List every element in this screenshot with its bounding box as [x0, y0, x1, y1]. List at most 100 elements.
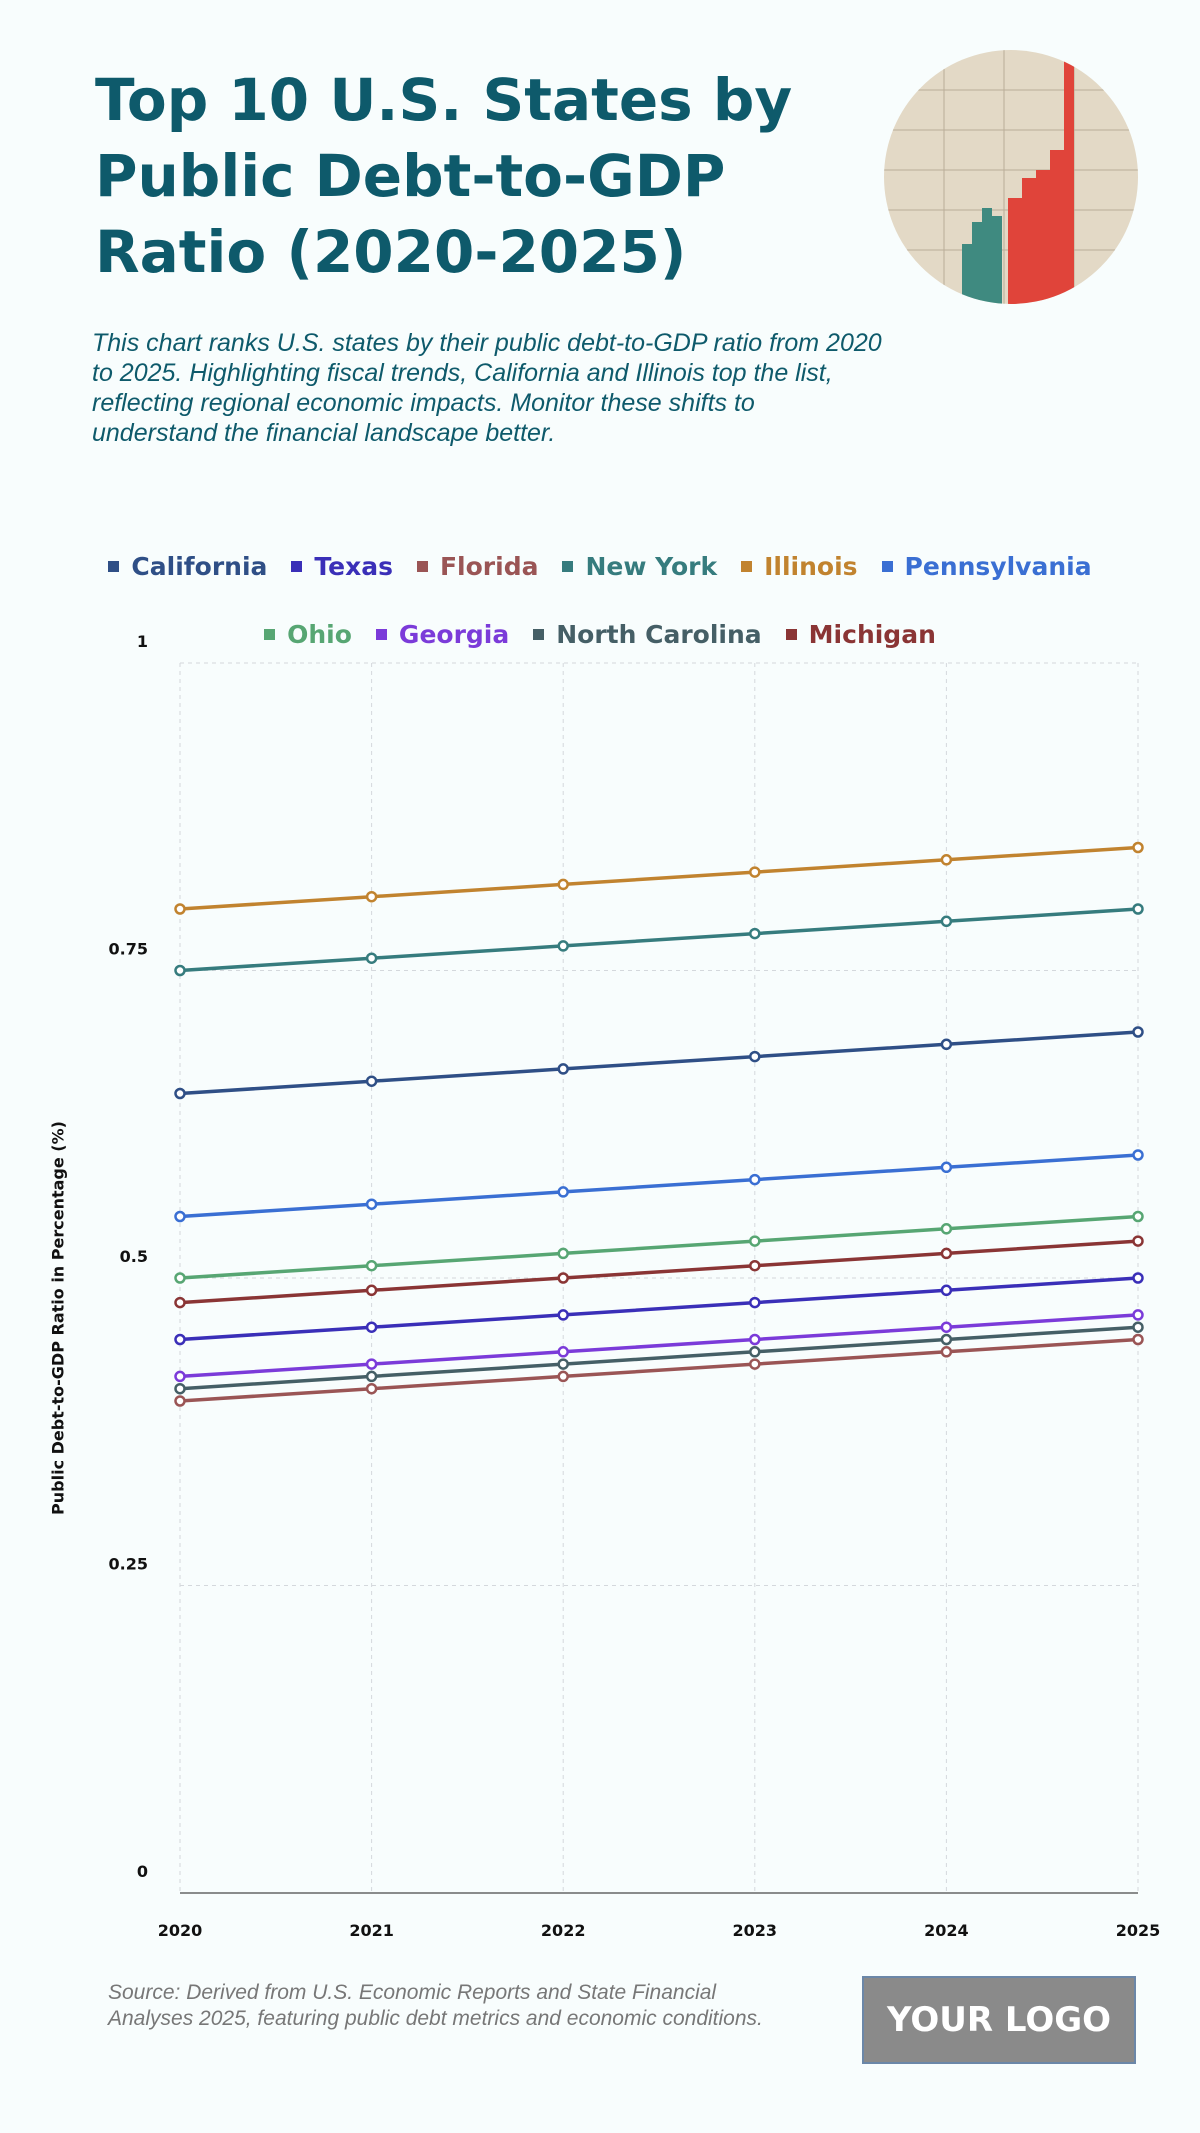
- legend-item-california[interactable]: California: [108, 552, 267, 581]
- data-point[interactable]: [557, 1186, 569, 1198]
- data-point[interactable]: [749, 866, 761, 878]
- chart-axes: 0 0.25 0.5 0.75 1 2020 2021 2022 2023 2024 2025: [109, 632, 1161, 1940]
- x-tick-label: 2020: [158, 1921, 203, 1940]
- data-point[interactable]: [940, 1161, 953, 1174]
- legend-swatch: [108, 561, 120, 572]
- legend-item-north-carolina[interactable]: North Carolina: [533, 620, 762, 649]
- data-point[interactable]: [174, 1382, 186, 1395]
- data-point[interactable]: [174, 1296, 186, 1309]
- legend-item-ohio[interactable]: Ohio: [264, 620, 352, 649]
- legend-item-florida[interactable]: Florida: [416, 552, 538, 581]
- x-tick-label: 2022: [541, 1921, 586, 1940]
- legend-label: California: [131, 552, 268, 581]
- legend-swatch: [291, 561, 303, 572]
- data-point[interactable]: [174, 1333, 186, 1346]
- legend-label: North Carolina: [556, 620, 762, 649]
- data-point[interactable]: [1132, 1309, 1144, 1321]
- y-tick-label: 0.25: [109, 1555, 148, 1574]
- data-point[interactable]: [557, 1309, 569, 1321]
- data-point[interactable]: [365, 1358, 378, 1370]
- legend-item-texas[interactable]: Texas: [291, 552, 393, 581]
- data-point[interactable]: [749, 1346, 761, 1358]
- data-point[interactable]: [174, 903, 186, 915]
- data-point[interactable]: [749, 1235, 761, 1247]
- data-point[interactable]: [557, 940, 569, 952]
- legend-item-pennsylvania[interactable]: Pennsylvania: [881, 552, 1092, 581]
- data-point[interactable]: [174, 1087, 186, 1100]
- data-point[interactable]: [1132, 1235, 1144, 1247]
- data-point[interactable]: [365, 1382, 378, 1395]
- data-point[interactable]: [1132, 1210, 1144, 1223]
- legend-item-georgia[interactable]: Georgia: [375, 620, 510, 649]
- data-point[interactable]: [940, 915, 953, 928]
- data-point[interactable]: [940, 1247, 953, 1260]
- legend-label: Georgia: [398, 620, 510, 649]
- data-point[interactable]: [1132, 1149, 1144, 1161]
- series-line: [179, 845, 1139, 911]
- data-point[interactable]: [557, 1063, 569, 1075]
- data-point[interactable]: [940, 1321, 953, 1333]
- data-point[interactable]: [365, 890, 378, 903]
- series-georgia: [174, 1309, 1144, 1383]
- data-point[interactable]: [557, 1358, 569, 1370]
- data-point[interactable]: [365, 1370, 378, 1383]
- series-line: [179, 1325, 1139, 1391]
- series-texas: [174, 1272, 1144, 1346]
- data-point[interactable]: [749, 1050, 761, 1063]
- series-line: [179, 1030, 1139, 1096]
- data-point[interactable]: [940, 1038, 953, 1051]
- data-point[interactable]: [365, 1321, 378, 1333]
- series-florida: [174, 1333, 1144, 1407]
- data-point[interactable]: [365, 952, 378, 964]
- legend-swatch: [533, 629, 545, 640]
- chart-series: [174, 841, 1144, 1407]
- data-point[interactable]: [174, 1210, 186, 1223]
- legend-label: Pennsylvania: [904, 552, 1092, 581]
- data-point[interactable]: [365, 1075, 378, 1087]
- data-point[interactable]: [557, 878, 569, 891]
- data-point[interactable]: [1132, 1321, 1144, 1333]
- data-point[interactable]: [557, 1247, 569, 1260]
- series-pennsylvania: [174, 1149, 1144, 1223]
- data-point[interactable]: [749, 1358, 761, 1370]
- chart-title: Top 10 U.S. States by Public Debt-to-GDP…: [95, 66, 793, 286]
- series-line: [179, 1239, 1139, 1305]
- series-illinois: [174, 841, 1144, 915]
- data-point[interactable]: [749, 927, 761, 940]
- data-point[interactable]: [1132, 841, 1144, 854]
- data-point[interactable]: [557, 1370, 569, 1383]
- data-point[interactable]: [1132, 903, 1144, 915]
- legend-label: New York: [585, 552, 718, 581]
- data-point[interactable]: [749, 1333, 761, 1346]
- data-point[interactable]: [365, 1259, 378, 1272]
- data-point[interactable]: [557, 1346, 569, 1358]
- data-point[interactable]: [365, 1198, 378, 1210]
- data-point[interactable]: [1132, 1333, 1144, 1346]
- data-point[interactable]: [940, 1333, 953, 1346]
- data-point[interactable]: [749, 1259, 761, 1272]
- legend-swatch: [785, 629, 797, 640]
- data-point[interactable]: [749, 1173, 761, 1186]
- data-point[interactable]: [1132, 1026, 1144, 1038]
- data-point[interactable]: [1132, 1272, 1144, 1284]
- series-line: [179, 1276, 1139, 1342]
- data-point[interactable]: [940, 854, 953, 866]
- data-point[interactable]: [174, 964, 186, 977]
- vintage-ledger-image: [884, 50, 1138, 304]
- legend-item-illinois[interactable]: Illinois: [741, 552, 858, 581]
- y-tick-label: 0.75: [109, 940, 148, 959]
- data-point[interactable]: [174, 1395, 186, 1407]
- data-point[interactable]: [557, 1272, 569, 1284]
- data-point[interactable]: [940, 1346, 953, 1358]
- data-point[interactable]: [940, 1223, 953, 1235]
- data-point[interactable]: [749, 1296, 761, 1309]
- legend-item-new-york[interactable]: New York: [562, 552, 717, 581]
- legend-label: Michigan: [808, 620, 936, 649]
- data-point[interactable]: [940, 1284, 953, 1297]
- legend-item-michigan[interactable]: Michigan: [785, 620, 936, 649]
- series-line: [179, 1313, 1139, 1379]
- legend-swatch: [375, 629, 387, 640]
- data-point[interactable]: [174, 1370, 186, 1383]
- data-point[interactable]: [365, 1284, 378, 1297]
- data-point[interactable]: [174, 1272, 186, 1284]
